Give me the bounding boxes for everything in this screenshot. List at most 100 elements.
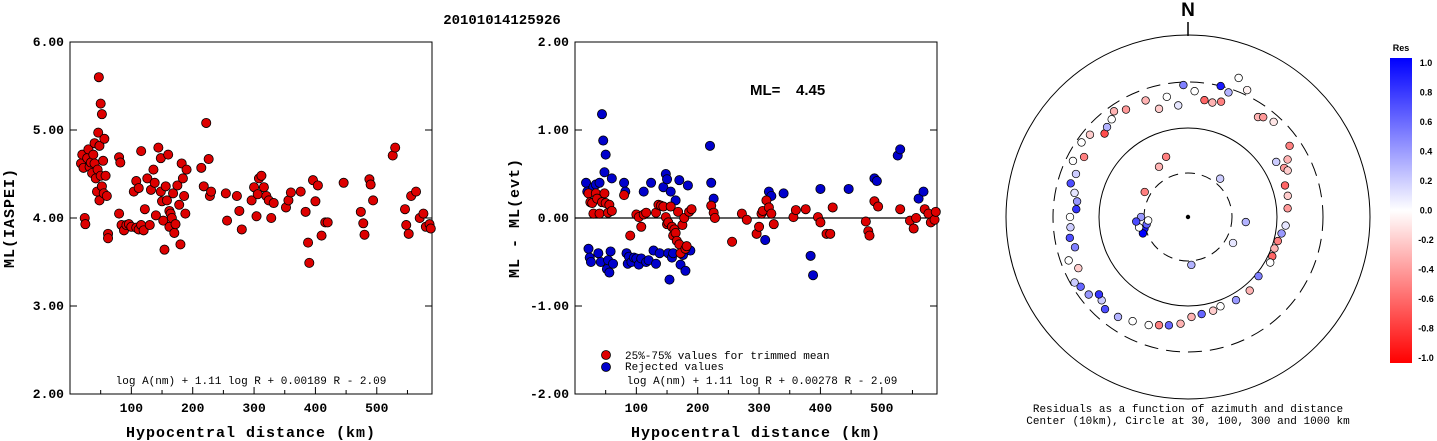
accepted-residual-point [800,204,811,215]
station-residual-marker [1280,181,1290,190]
right-axis-ticks: 100 200 300 400 500 -2.00 -1.00 0.00 1.00 2.00 [530,35,937,416]
accepted-residual-point [864,230,875,241]
circle-1000km [1005,34,1371,400]
station-magnitude-point [258,182,269,193]
station-magnitude-point [101,190,112,201]
station-magnitude-point [177,173,188,184]
accepted-residual-point [790,205,801,216]
colorbar-title: Res [1393,43,1410,53]
station-residual-marker [1144,320,1153,330]
x-tick-label: 300 [747,401,771,416]
station-residual-markers [1064,73,1294,330]
x-tick-label: 100 [120,401,144,416]
y-tick-label: 6.00 [33,35,64,50]
station-residual-marker [1138,229,1148,238]
accepted-residual-point [673,206,684,217]
station-magnitude-point [196,162,207,173]
accepted-residual-point [686,204,697,215]
station-residual-marker [1077,138,1086,147]
station-magnitude-point [103,233,114,244]
station-residual-marker [1141,96,1150,105]
left-y-axis-label: ML(IASPEI) [2,168,19,268]
station-residual-marker [1066,179,1075,188]
station-magnitude-point [181,164,192,175]
residual-colorbar: Res 1.0 0.8 0.6 0.4 0.2 0.0 -0.2 -0.4 -0.6 -0.8 -1… [1390,43,1434,363]
rejected-residual-point [680,265,691,276]
station-magnitude-point [88,149,99,160]
station-magnitude-point [358,218,369,229]
left-plot-frame [69,41,433,395]
station-magnitude-point [310,196,321,207]
station-magnitude-point [115,157,126,168]
station-residual-marker [1241,217,1250,227]
x-tick-label: 300 [242,401,266,416]
station-residual-marker [1128,317,1137,326]
station-magnitude-point [99,133,110,144]
station-residual-marker [1070,188,1079,198]
station-residual-marker [1187,312,1196,322]
rejected-residual-point [664,274,675,285]
x-tick-label: 400 [304,401,328,416]
station-magnitude-point [246,195,257,206]
x-tick-label: 200 [686,401,710,416]
left-x-axis-label: Hypocentral distance (km) [126,425,376,441]
station-residual-marker [1076,282,1085,291]
x-tick-label: 400 [809,401,833,416]
station-magnitude-point [368,195,379,206]
station-residual-marker [1231,295,1241,305]
station-magnitude-point [96,109,107,120]
magnitude-vs-distance-chart: 100 200 300 400 500 2.00 3.00 4.00 5.00 6.00 ML(I… [2,35,436,441]
station-magnitude-point [295,186,306,197]
station-residual-marker [1107,115,1116,124]
station-magnitude-point [418,208,429,219]
station-magnitude-point [222,215,233,226]
station-residual-marker [1154,321,1164,330]
y-tick-label: 1.00 [538,123,569,138]
station-magnitude-point [168,188,179,199]
station-magnitude-point [93,127,104,138]
station-magnitude-point [172,180,183,191]
polar-caption-line2: Center (10km), Circle at 30, 100, 300 an… [1026,416,1350,428]
station-residual-marker [1162,92,1171,102]
station-magnitude-point [80,219,91,230]
accepted-residual-point [768,219,779,230]
station-residual-marker [1161,152,1171,162]
colorbar-tick-labels: 1.0 0.8 0.6 0.4 0.2 0.0 -0.2 -0.4 -0.6 -0.8 -1.0 [1418,58,1434,363]
station-residual-marker [1140,187,1149,197]
rejected-residual-point [871,176,882,187]
y-tick-label: -1.00 [530,299,569,314]
accepted-residual-point [636,221,647,232]
accepted-residual-point [681,241,692,252]
station-magnitude-point [303,237,314,248]
station-magnitude-point [159,244,170,255]
accepted-residual-point [766,208,777,219]
station-residual-marker [1216,97,1226,106]
station-magnitude-point [338,177,349,188]
accepted-residual-point [827,202,838,213]
station-magnitude-point [390,142,401,153]
y-tick-label: 5.00 [33,123,64,138]
accepted-residual-point [815,217,826,228]
rejected-residual-point [654,248,665,259]
station-magnitude-point [160,181,171,192]
rejected-residual-point [778,188,789,199]
rejected-residual-point [682,180,693,191]
station-residual-marker [1065,233,1074,242]
station-magnitude-point [403,228,414,239]
station-magnitude-point [236,224,247,235]
station-residual-marker [1109,107,1119,116]
station-magnitude-point [359,229,370,240]
accepted-residual-point [825,228,836,239]
colorbar-tick-label: 0.4 [1420,147,1433,157]
rejected-residual-point [608,258,619,269]
x-tick-label: 100 [625,401,649,416]
rejected-residual-point [593,248,604,259]
station-residual-marker [1102,122,1112,132]
station-magnitude-point [411,186,422,197]
rejected-residual-point [606,173,617,184]
station-magnitude-point [170,219,181,230]
rejected-residual-point [895,144,906,155]
colorbar-tick-label: 0.0 [1420,206,1433,216]
accepted-residual-point [727,236,738,247]
station-magnitude-point [234,205,245,216]
